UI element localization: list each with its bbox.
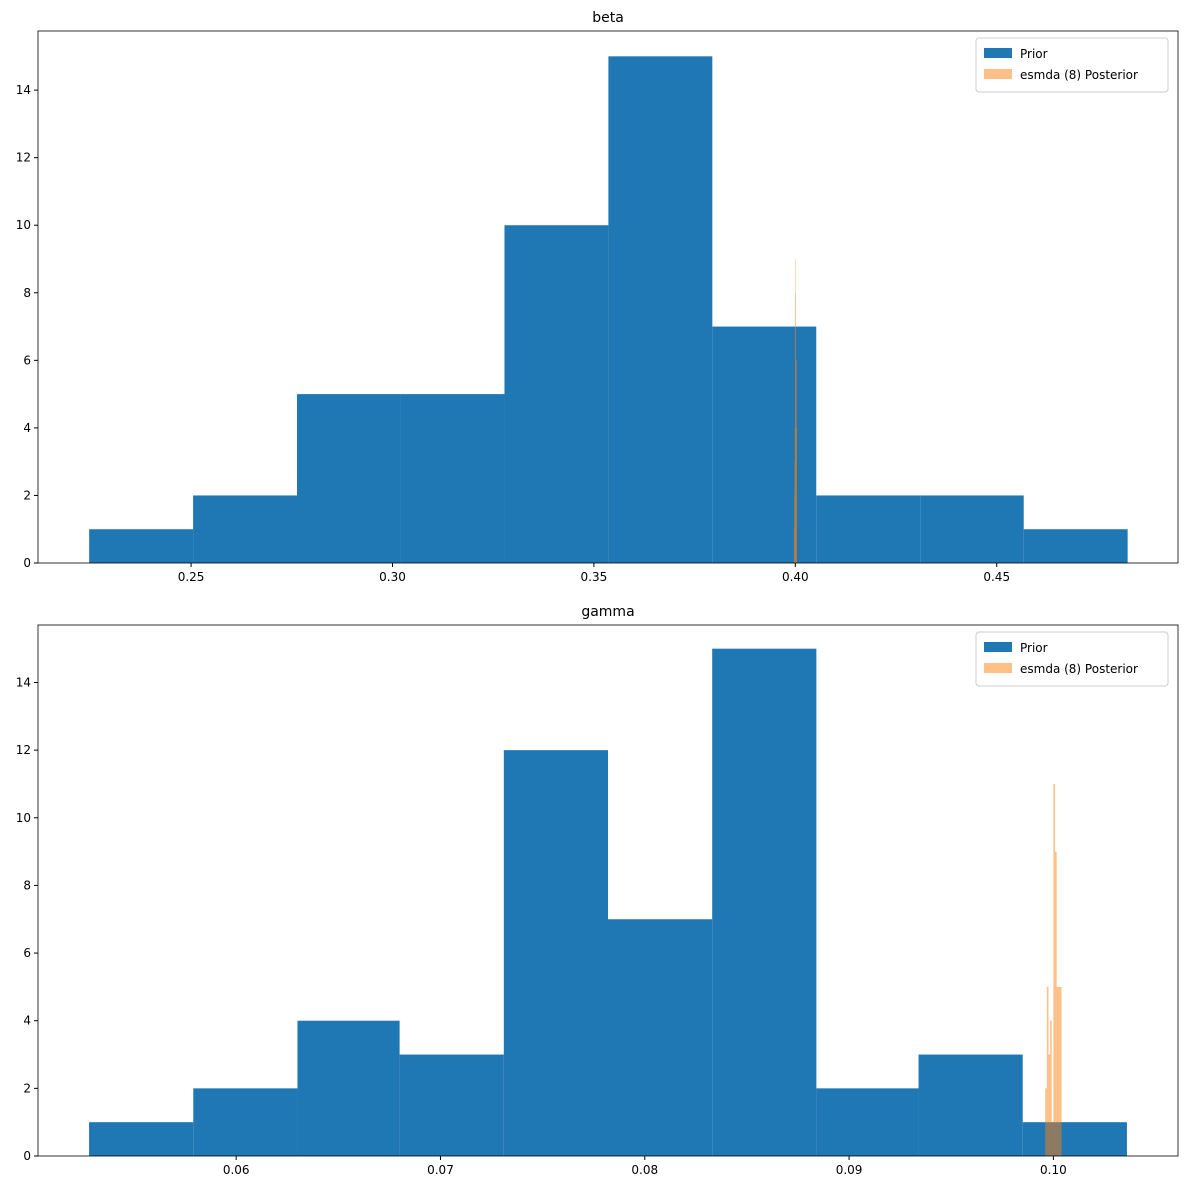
histogram-bar [504, 225, 609, 563]
histogram-bar [795, 259, 796, 563]
histogram-bar [1058, 986, 1060, 1156]
histogram-bar [193, 495, 298, 563]
legend-box [975, 37, 1169, 93]
histogram-bar [1045, 1088, 1047, 1156]
histogram-bar [297, 1020, 400, 1156]
legend-label: Prior [1020, 47, 1048, 61]
histogram-bar [608, 919, 713, 1156]
y-tick-label: 8 [23, 878, 31, 892]
x-tick-label: 0.30 [379, 570, 406, 584]
legend-swatch [984, 642, 1012, 652]
y-tick-label: 10 [16, 811, 31, 825]
x-tick-label: 0.45 [983, 570, 1010, 584]
histogram-bar [796, 360, 797, 563]
histogram-bar [712, 648, 817, 1156]
histogram-bar [1050, 1020, 1052, 1156]
x-tick-label: 0.35 [581, 570, 608, 584]
histogram-bar [712, 326, 817, 563]
plot-frame [37, 30, 1179, 564]
histogram-bar [297, 394, 401, 563]
y-tick-label: 4 [23, 421, 31, 435]
histogram-bar [89, 1122, 194, 1156]
y-tick-label: 8 [23, 286, 31, 300]
x-tick-label: 0.06 [223, 1163, 250, 1177]
y-tick-label: 6 [23, 353, 31, 367]
x-tick-label: 0.07 [427, 1163, 454, 1177]
chart-title: beta [592, 10, 624, 26]
y-tick-label: 14 [16, 83, 31, 97]
legend-box [975, 631, 1169, 687]
histogram-bar [918, 1054, 1023, 1156]
histogram-bar [1055, 851, 1057, 1156]
x-tick-label: 0.09 [836, 1163, 863, 1177]
y-tick-label: 4 [23, 1014, 31, 1028]
legend-label: esmda (8) Posterior [1020, 68, 1138, 82]
histogram-bar [794, 495, 795, 563]
histogram-bar [1059, 986, 1062, 1156]
histogram-bar [816, 1088, 919, 1156]
y-tick-label: 0 [23, 556, 31, 570]
histogram-bar [400, 394, 505, 563]
histogram-bar [795, 360, 797, 563]
histogram-bar [794, 427, 796, 563]
histogram-bar [193, 1088, 298, 1156]
x-tick-label: 0.25 [178, 570, 205, 584]
y-tick-label: 6 [23, 946, 31, 960]
y-tick-label: 12 [16, 743, 31, 757]
y-tick-label: 14 [16, 675, 31, 689]
histogram-bar [608, 56, 713, 563]
histogram-bar [1046, 986, 1049, 1156]
histogram-bar [1051, 1122, 1054, 1156]
histogram-bar [1053, 783, 1056, 1156]
legend-label: esmda (8) Posterior [1020, 662, 1138, 676]
y-tick-label: 2 [23, 488, 31, 502]
y-tick-label: 10 [16, 218, 31, 232]
histogram-bar [920, 495, 1024, 563]
histogram-bar [1022, 1122, 1127, 1156]
legend-label: Prior [1020, 641, 1048, 655]
x-tick-label: 0.08 [631, 1163, 658, 1177]
histogram-bar [793, 529, 795, 563]
histogram-bar [796, 427, 797, 563]
x-tick-label: 0.10 [1040, 1163, 1067, 1177]
histogram-bar [795, 326, 797, 563]
histogram-bar [816, 495, 921, 563]
y-tick-label: 0 [23, 1149, 31, 1163]
plot-frame [37, 624, 1179, 1157]
histogram-bar [1048, 1054, 1051, 1156]
legend-swatch [984, 69, 1012, 79]
x-tick-label: 0.40 [782, 570, 809, 584]
legend-swatch [984, 663, 1012, 673]
histogram-bar [503, 750, 608, 1156]
y-tick-label: 12 [16, 151, 31, 165]
histogram-bar [795, 292, 796, 563]
histogram-bar [794, 461, 795, 563]
histogram-bar [89, 529, 194, 563]
histogram-bar [399, 1054, 504, 1156]
histogram-bar [1023, 529, 1128, 563]
y-tick-label: 2 [23, 1081, 31, 1095]
chart-title: gamma [581, 604, 634, 620]
histogram-bar [1056, 986, 1059, 1156]
legend-swatch [984, 48, 1012, 58]
